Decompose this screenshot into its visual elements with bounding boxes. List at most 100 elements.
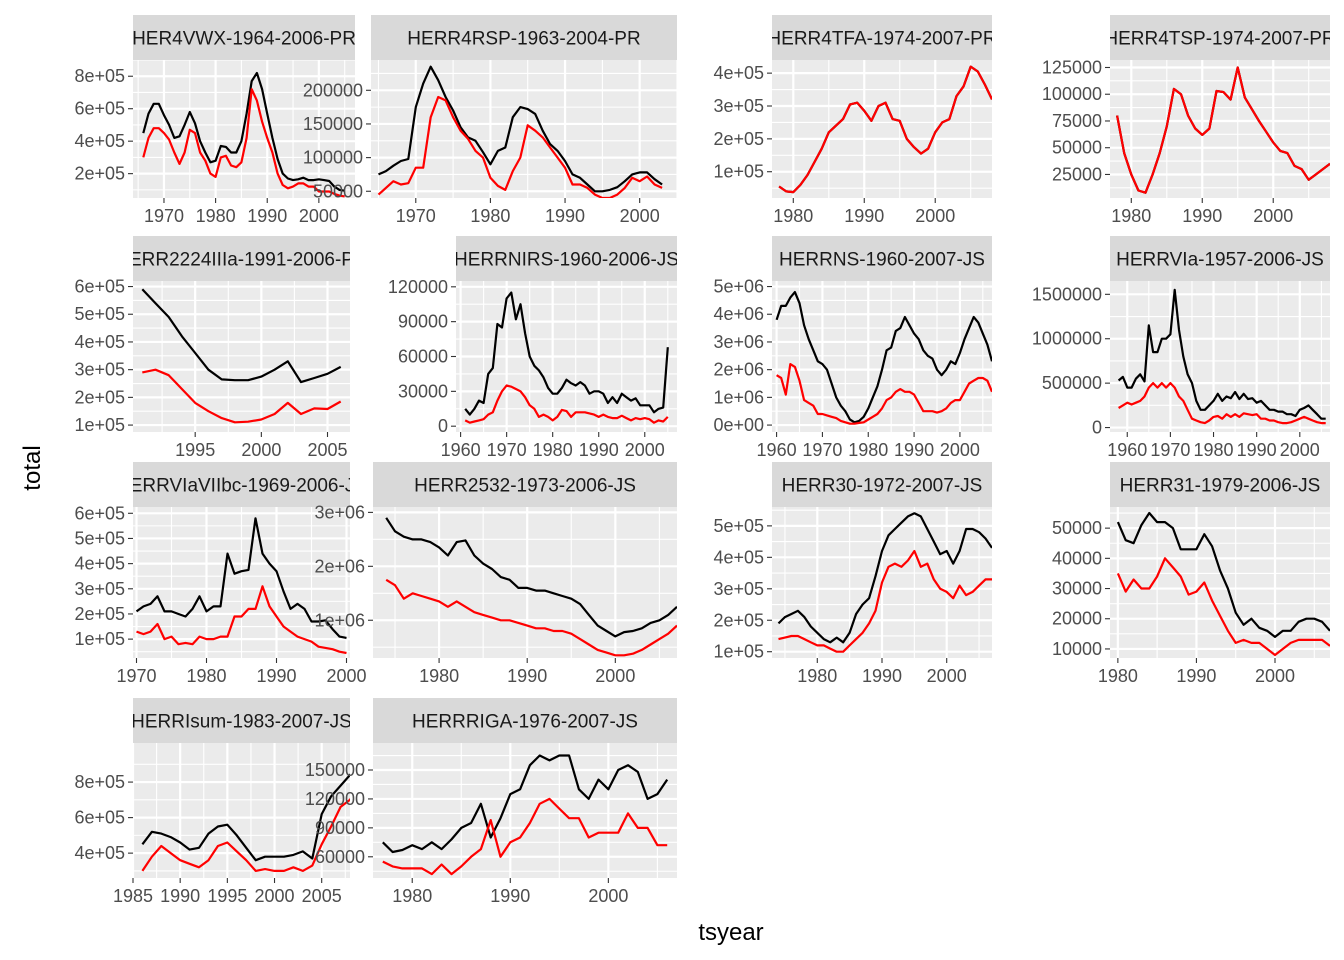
y-tick-label: 4e+06 xyxy=(713,304,764,324)
x-tick-label: 2000 xyxy=(588,886,628,906)
y-tick-label: 30000 xyxy=(398,381,448,401)
series-line-red xyxy=(1118,382,1326,425)
y-tick-label: 60000 xyxy=(315,847,365,867)
y-tick-label: 40000 xyxy=(1052,548,1102,568)
y-tick-label: 1e+05 xyxy=(74,629,125,649)
y-tick-label: 5e+05 xyxy=(74,528,125,548)
x-tick-label: 2000 xyxy=(326,666,366,686)
x-tick-label: 1980 xyxy=(1111,206,1151,226)
y-tick-label: 2e+05 xyxy=(74,604,125,624)
facet-strip-title: HERRVIaVIIbc-1969-2006-JS xyxy=(116,476,367,497)
y-tick-label: 4e+05 xyxy=(713,547,764,567)
y-tick-label: 5e+06 xyxy=(713,277,764,297)
series-line-red xyxy=(142,368,342,424)
x-axis-title: tsyear xyxy=(698,919,763,946)
y-tick-label: 2e+06 xyxy=(713,360,764,380)
y-tick-label: 5e+05 xyxy=(713,516,764,536)
series-line-red xyxy=(778,65,992,194)
facet-strip-title: HERR31-1979-2006-JS xyxy=(1120,476,1321,497)
x-tick-label: 1960 xyxy=(1107,440,1147,460)
facet-panels: HER4VWX-1964-2006-PR 1970 1980 1990 2000 2e+0… xyxy=(74,15,1330,906)
x-tick-label: 1990 xyxy=(545,206,585,226)
x-tick-label: 1970 xyxy=(396,206,436,226)
facet-strip-title: HERR4TFA-1974-2007-PR xyxy=(767,29,996,50)
y-tick-label: 10000 xyxy=(1052,639,1102,659)
y-tick-label: 3e+05 xyxy=(713,96,764,116)
x-tick-label: 2000 xyxy=(940,440,980,460)
x-tick-label: 1985 xyxy=(113,886,153,906)
y-tick-label: 90000 xyxy=(315,818,365,838)
facet-strip xyxy=(772,462,992,507)
y-tick-label: 2e+05 xyxy=(713,610,764,630)
x-tick-label: 1995 xyxy=(175,440,215,460)
y-tick-label: 50000 xyxy=(1052,518,1102,538)
facet-panel: HERR4TSP-1974-2007-PR 1980 1990 2000 25000 50… xyxy=(1042,15,1330,226)
facet-panel: HERR4RSP-1963-2004-PR 1970 1980 1990 2000 500… xyxy=(303,15,677,226)
y-tick-label: 50000 xyxy=(1052,138,1102,158)
x-tick-label: 2000 xyxy=(1253,206,1293,226)
x-tick-label: 1980 xyxy=(419,666,459,686)
minor-gridlines xyxy=(1110,507,1330,658)
x-tick-label: 1980 xyxy=(773,206,813,226)
series-line-red xyxy=(385,578,677,657)
x-tick-label: 1980 xyxy=(1098,666,1138,686)
facet-strip-title: HERR4RSP-1963-2004-PR xyxy=(407,29,640,50)
x-tick-label: 1990 xyxy=(1182,206,1222,226)
y-tick-label: 4e+05 xyxy=(74,554,125,574)
facet-strip xyxy=(373,698,677,743)
x-tick-label: 1990 xyxy=(507,666,547,686)
y-tick-label: 1000000 xyxy=(1032,329,1102,349)
x-tick-label: 1980 xyxy=(533,440,573,460)
series-line-black xyxy=(382,754,669,854)
x-tick-label: 2000 xyxy=(915,206,955,226)
y-tick-label: 150000 xyxy=(305,760,365,780)
y-axis-title: total xyxy=(19,445,46,490)
panel-background xyxy=(1110,507,1330,658)
facet-strip-title: HERRIsum-1983-2007-JS xyxy=(131,712,352,733)
y-tick-label: 200000 xyxy=(303,80,363,100)
y-tick-label: 50000 xyxy=(313,181,363,201)
y-tick-label: 1500000 xyxy=(1032,284,1102,304)
x-tick-label: 1990 xyxy=(160,886,200,906)
series-line-black xyxy=(142,71,345,192)
y-tick-label: 100000 xyxy=(1042,84,1102,104)
series-line-black xyxy=(1117,288,1326,420)
y-tick-label: 1e+06 xyxy=(314,610,365,630)
series-line-black xyxy=(777,512,992,644)
x-tick-label: 1980 xyxy=(797,666,837,686)
facet-strip-title: HERRNS-1960-2007-JS xyxy=(779,250,985,271)
x-tick-label: 1980 xyxy=(392,886,432,906)
facet-panel: HERR2224IIIa-1991-2006-PR 1995 2000 2005 1e+… xyxy=(74,236,350,460)
series-line-red xyxy=(142,88,345,198)
x-tick-label: 2000 xyxy=(620,206,660,226)
x-tick-label: 1995 xyxy=(207,886,247,906)
x-tick-label: 1980 xyxy=(848,440,888,460)
series-line-black xyxy=(378,65,663,193)
x-tick-label: 1970 xyxy=(144,206,184,226)
series-line-red xyxy=(464,384,669,424)
facet-strip xyxy=(133,236,350,281)
y-tick-label: 1e+06 xyxy=(713,387,764,407)
x-tick-label: 1970 xyxy=(1150,440,1190,460)
facet-strip xyxy=(456,236,677,281)
x-tick-label: 1960 xyxy=(757,440,797,460)
facet-panel: HERR2532-1973-2006-JS 1980 1990 2000 1e+06 2e… xyxy=(314,462,677,686)
y-tick-label: 1e+05 xyxy=(74,415,125,435)
y-tick-label: 6e+05 xyxy=(74,99,125,119)
minor-gridlines xyxy=(772,281,992,432)
x-tick-label: 2005 xyxy=(302,886,342,906)
facet-strip-title: HERRRIGA-1976-2007-JS xyxy=(412,712,638,733)
facet-panel: HERR4TFA-1974-2007-PR 1980 1990 2000 1e+05 2e… xyxy=(713,15,996,226)
x-tick-label: 2000 xyxy=(254,886,294,906)
y-tick-label: 3e+05 xyxy=(74,360,125,380)
facet-strip-title: HER4VWX-1964-2006-PR xyxy=(132,29,356,50)
x-tick-label: 2000 xyxy=(1280,440,1320,460)
series-line-red xyxy=(382,797,668,876)
x-tick-label: 1970 xyxy=(487,440,527,460)
y-tick-label: 1e+05 xyxy=(713,162,764,182)
x-tick-label: 2000 xyxy=(1255,666,1295,686)
series-line-black xyxy=(1116,511,1330,638)
series-line-red xyxy=(377,95,663,198)
y-tick-label: 4e+05 xyxy=(74,332,125,352)
facet-strip-title: HERR30-1972-2007-JS xyxy=(782,476,983,497)
